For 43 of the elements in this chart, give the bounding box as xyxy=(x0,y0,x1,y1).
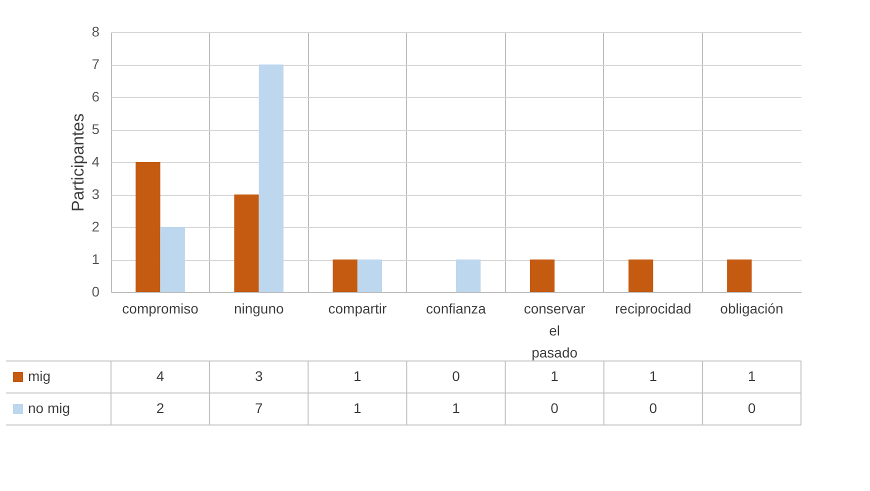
y-tick-label: 0 xyxy=(92,284,100,300)
bar xyxy=(530,260,555,292)
y-tick-label: 5 xyxy=(92,121,100,137)
data-label: 1 xyxy=(354,368,362,384)
x-tick-label: confianza xyxy=(426,300,486,316)
legend-label: mig xyxy=(28,368,51,384)
x-tick-label: compartir xyxy=(328,300,387,316)
bar xyxy=(234,194,259,292)
bar xyxy=(136,162,160,292)
y-tick-label: 7 xyxy=(92,56,100,72)
bar xyxy=(456,260,481,292)
y-tick-label: 4 xyxy=(92,154,100,170)
data-label: 0 xyxy=(649,400,658,416)
legend-label: no mig xyxy=(28,400,70,416)
data-label: 1 xyxy=(550,368,559,384)
bar xyxy=(628,260,654,292)
y-tick-label: 6 xyxy=(92,88,100,104)
data-label: 1 xyxy=(354,400,362,416)
y-tick-label: 2 xyxy=(92,218,100,234)
data-label: 3 xyxy=(254,368,263,384)
data-label: 1 xyxy=(452,400,460,416)
x-tick-label: ninguno xyxy=(234,300,284,316)
y-tick-label: 3 xyxy=(92,186,100,202)
y-axis-title: Participantes xyxy=(68,113,88,212)
data-label: 0 xyxy=(550,400,559,416)
bar xyxy=(258,64,284,292)
data-label: 7 xyxy=(254,400,263,416)
x-tick-label: compromiso xyxy=(122,300,199,316)
y-tick-label: 8 xyxy=(92,24,100,40)
y-tick-label: 1 xyxy=(92,251,100,267)
data-label: 0 xyxy=(452,368,460,384)
data-label: 1 xyxy=(649,368,658,384)
data-label: 2 xyxy=(156,400,164,416)
data-label: 0 xyxy=(748,400,756,416)
bar xyxy=(357,260,382,292)
bar xyxy=(160,227,185,292)
bar xyxy=(727,260,752,292)
data-label: 1 xyxy=(748,368,756,384)
data-label: 4 xyxy=(156,368,164,384)
x-tick-label: reciprocidad xyxy=(615,300,692,316)
x-tick-label: conservar el pasado xyxy=(524,300,586,360)
bar xyxy=(332,260,358,292)
x-tick-label: obligación xyxy=(720,300,784,316)
